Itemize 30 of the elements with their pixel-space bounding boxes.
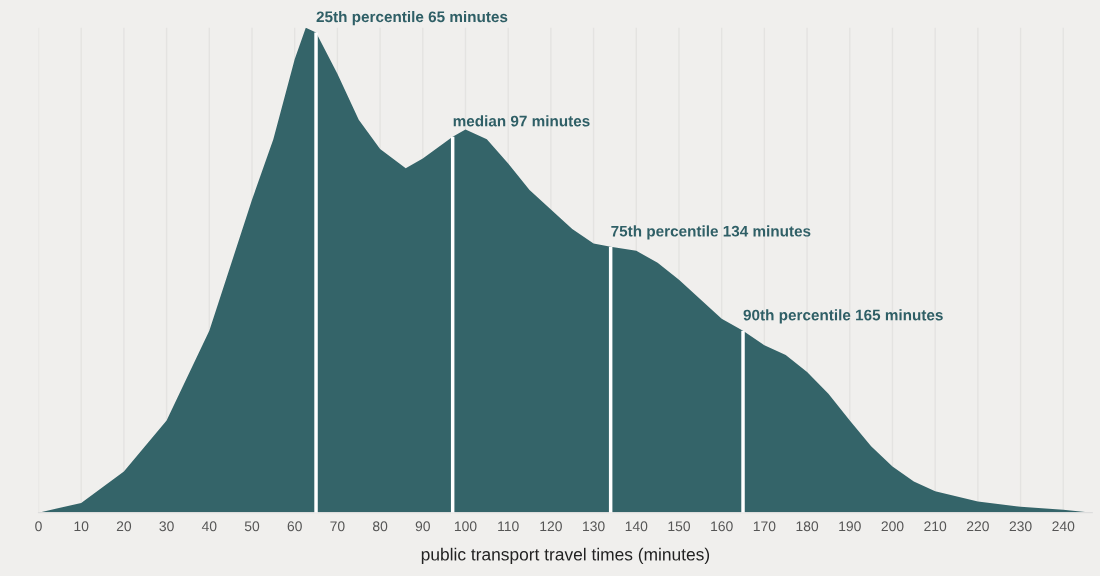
x-tick-label: 180	[796, 521, 819, 532]
ref-line-label: 90th percentile 165 minutes	[743, 309, 943, 324]
x-tick-label: 30	[159, 521, 174, 532]
x-tick-label: 10	[74, 521, 89, 532]
x-tick-label: 170	[753, 521, 776, 532]
x-tick-label: 190	[839, 521, 861, 532]
x-tick-label: 140	[625, 521, 648, 532]
x-tick-label: 70	[330, 521, 345, 532]
ref-line-label: 25th percentile 65 minutes	[316, 10, 508, 26]
x-axis-title: public transport travel times (minutes)	[421, 547, 710, 564]
x-tick-label: 0	[35, 521, 42, 532]
x-tick-label: 120	[540, 521, 562, 532]
ref-line-label: 75th percentile 134 minutes	[611, 225, 811, 240]
x-tick-label: 200	[881, 521, 904, 532]
x-tick-label: 60	[287, 521, 302, 532]
x-tick-label: 110	[498, 521, 519, 532]
x-tick-label: 240	[1052, 521, 1075, 532]
x-tick-label: 210	[924, 521, 947, 532]
x-tick-label: 80	[372, 521, 388, 532]
x-tick-label: 160	[711, 521, 733, 532]
x-tick-label: 230	[1009, 521, 1032, 532]
x-tick-label: 90	[415, 521, 430, 532]
x-tick-label: 40	[201, 521, 217, 532]
x-tick-label: 100	[454, 521, 477, 532]
x-tick-label: 150	[668, 521, 691, 532]
x-tick-label: 50	[244, 521, 260, 532]
ref-line-label: median 97 minutes	[453, 115, 590, 127]
x-tick-label: 130	[583, 521, 605, 532]
x-tick-label: 20	[116, 521, 132, 532]
x-tick-label: 220	[966, 521, 989, 532]
